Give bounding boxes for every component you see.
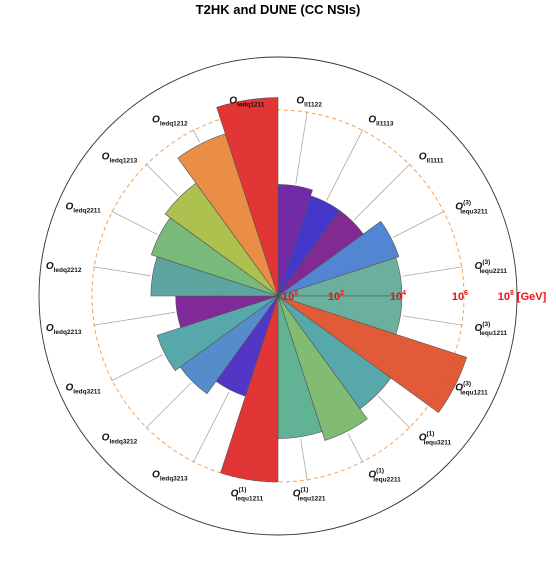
operator-label: Oledq1213 bbox=[102, 151, 138, 164]
tick-label-4: 108 [GeV] bbox=[498, 290, 547, 303]
operator-label: Oledq2212 bbox=[46, 261, 82, 274]
leader-line bbox=[93, 311, 176, 326]
operator-label: Oll1122 bbox=[296, 95, 322, 108]
operator-label: O(3) lequ3211 bbox=[455, 200, 488, 216]
leader-line bbox=[192, 391, 230, 463]
leader-line bbox=[145, 382, 192, 429]
operator-label: Oledq3211 bbox=[65, 382, 101, 395]
leader-line bbox=[192, 129, 201, 143]
leader-line bbox=[111, 354, 164, 382]
operator-label: O(1) lequ1211 bbox=[231, 487, 264, 503]
tick-label-2: 104 bbox=[390, 290, 406, 303]
operator-label: O(1) lequ3211 bbox=[419, 431, 452, 447]
tick-label-0: 100 bbox=[282, 290, 298, 303]
leader-line bbox=[402, 315, 463, 326]
outer-boundary-circle bbox=[38, 56, 518, 536]
leader-line bbox=[300, 438, 308, 481]
tick-label-1: 102 bbox=[328, 290, 344, 303]
operator-label: O(1) lequ2211 bbox=[368, 467, 401, 483]
bar-lequ-1211-1 bbox=[220, 295, 279, 483]
bar-layer bbox=[150, 97, 468, 483]
leader-line bbox=[402, 266, 463, 277]
operator-label: Oledq3212 bbox=[102, 433, 138, 446]
operator-label: O(3) lequ2211 bbox=[475, 259, 508, 275]
operator-label: Oledq1212 bbox=[152, 115, 188, 128]
operator-label: Oll1113 bbox=[368, 115, 394, 128]
operator-label: O(3) lequ1211 bbox=[455, 380, 488, 396]
operator-label: Oledq3213 bbox=[152, 469, 188, 482]
bar-lequ-3211-3 bbox=[277, 220, 400, 297]
operator-label: Oledq1211 bbox=[229, 95, 265, 108]
operator-label: O(1) lequ1221 bbox=[293, 487, 326, 503]
operator-label: Oll1111 bbox=[419, 151, 444, 164]
leader-line bbox=[145, 163, 179, 197]
bar-lequ-1211-3 bbox=[277, 295, 468, 414]
chart-title: T2HK and DUNE (CC NSIs) bbox=[195, 2, 361, 17]
tick-label-3: 106 bbox=[452, 290, 468, 303]
operator-label: Oledq2211 bbox=[65, 202, 101, 215]
leader-line bbox=[353, 163, 411, 221]
leader-line bbox=[111, 210, 158, 235]
leader-line bbox=[93, 266, 151, 277]
leader-line bbox=[326, 129, 364, 201]
leader-line bbox=[295, 111, 308, 184]
bar-ledq-3211 bbox=[156, 295, 279, 372]
bar-ledq-1211 bbox=[216, 97, 279, 297]
leader-line bbox=[377, 395, 411, 429]
leader-line-layer bbox=[93, 111, 463, 481]
leader-line bbox=[347, 432, 364, 463]
leader-line bbox=[392, 210, 445, 238]
tick-label-layer: 100 102 104 106 108 [GeV] bbox=[282, 290, 547, 303]
operator-label: O(3) lequ1211 bbox=[475, 321, 508, 337]
bar-lequ-2211-1 bbox=[277, 295, 368, 441]
operator-label: Oledq2213 bbox=[46, 323, 82, 336]
operator-label-layer: Oll1122 Oll1113 Oll1111 O(3) lequ3211 O(3) leq… bbox=[46, 95, 507, 502]
